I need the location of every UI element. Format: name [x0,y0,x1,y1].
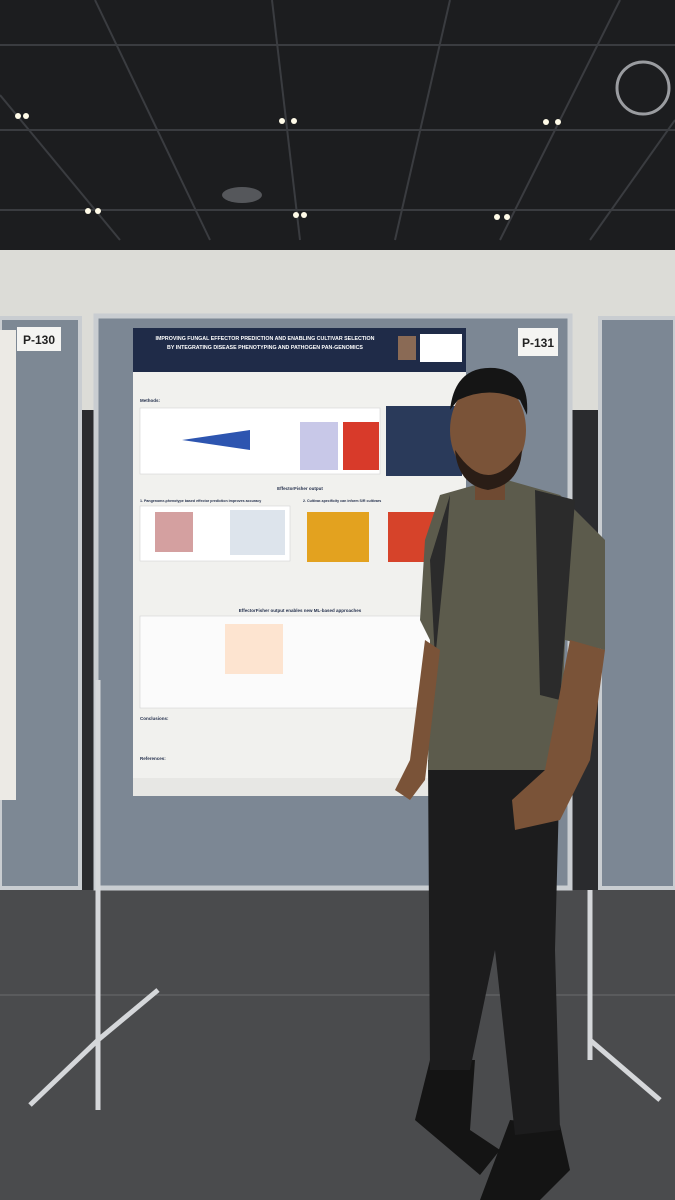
board-legs [28,680,662,1110]
figure-plot [155,512,193,552]
arm [395,640,440,800]
figure-table [230,510,285,555]
section-heading: 2. Cultivar-specificity can inform S/R c… [303,499,381,503]
shoe [415,1060,500,1175]
poster-title: IMPROVING FUNGAL EFFECTOR PREDICTION AND… [156,336,375,342]
person [395,367,605,1200]
arm [512,640,605,830]
panel [139,615,461,709]
backpack-strap [430,495,450,660]
ceiling-grid [0,0,675,241]
section-heading: EffectorFisher output enables new ML-bas… [239,608,362,613]
section-heading: Methods: [140,398,160,403]
figure-heatmap [307,512,369,562]
section-heading: 1. Pangenome-phenotype based effector pr… [140,499,261,503]
hair [450,367,528,415]
poster-board [598,316,675,890]
poster-title: BY INTEGRATING DISEASE PHENOTYPING AND P… [167,345,363,351]
board-sign [518,328,558,356]
figure-flowchart [225,624,283,674]
trousers [428,760,560,1135]
backpack-strap [535,490,575,700]
ceiling-lights [15,113,561,220]
beard [455,450,522,490]
author-photo [398,336,416,360]
shoe [480,1120,570,1200]
figure-shape [182,430,250,450]
ceiling [0,0,675,250]
section-heading: References: [140,756,166,761]
section-heading: Conclusions: [140,716,169,721]
ceiling-fixture [615,60,671,116]
board-sign [17,327,61,351]
figure-heatmap [343,422,379,470]
section-heading: EffectorFisher output [277,486,323,491]
face [450,380,526,480]
figure-heatmap [300,422,338,470]
logo [420,334,462,362]
poster [0,330,16,800]
logo-strip [133,778,466,796]
sign-label: P-131 [522,336,554,350]
text-box [386,406,462,476]
figure [139,407,381,475]
ceiling-vent [222,187,262,203]
sign-label: P-130 [23,333,55,347]
floor [0,890,675,1200]
